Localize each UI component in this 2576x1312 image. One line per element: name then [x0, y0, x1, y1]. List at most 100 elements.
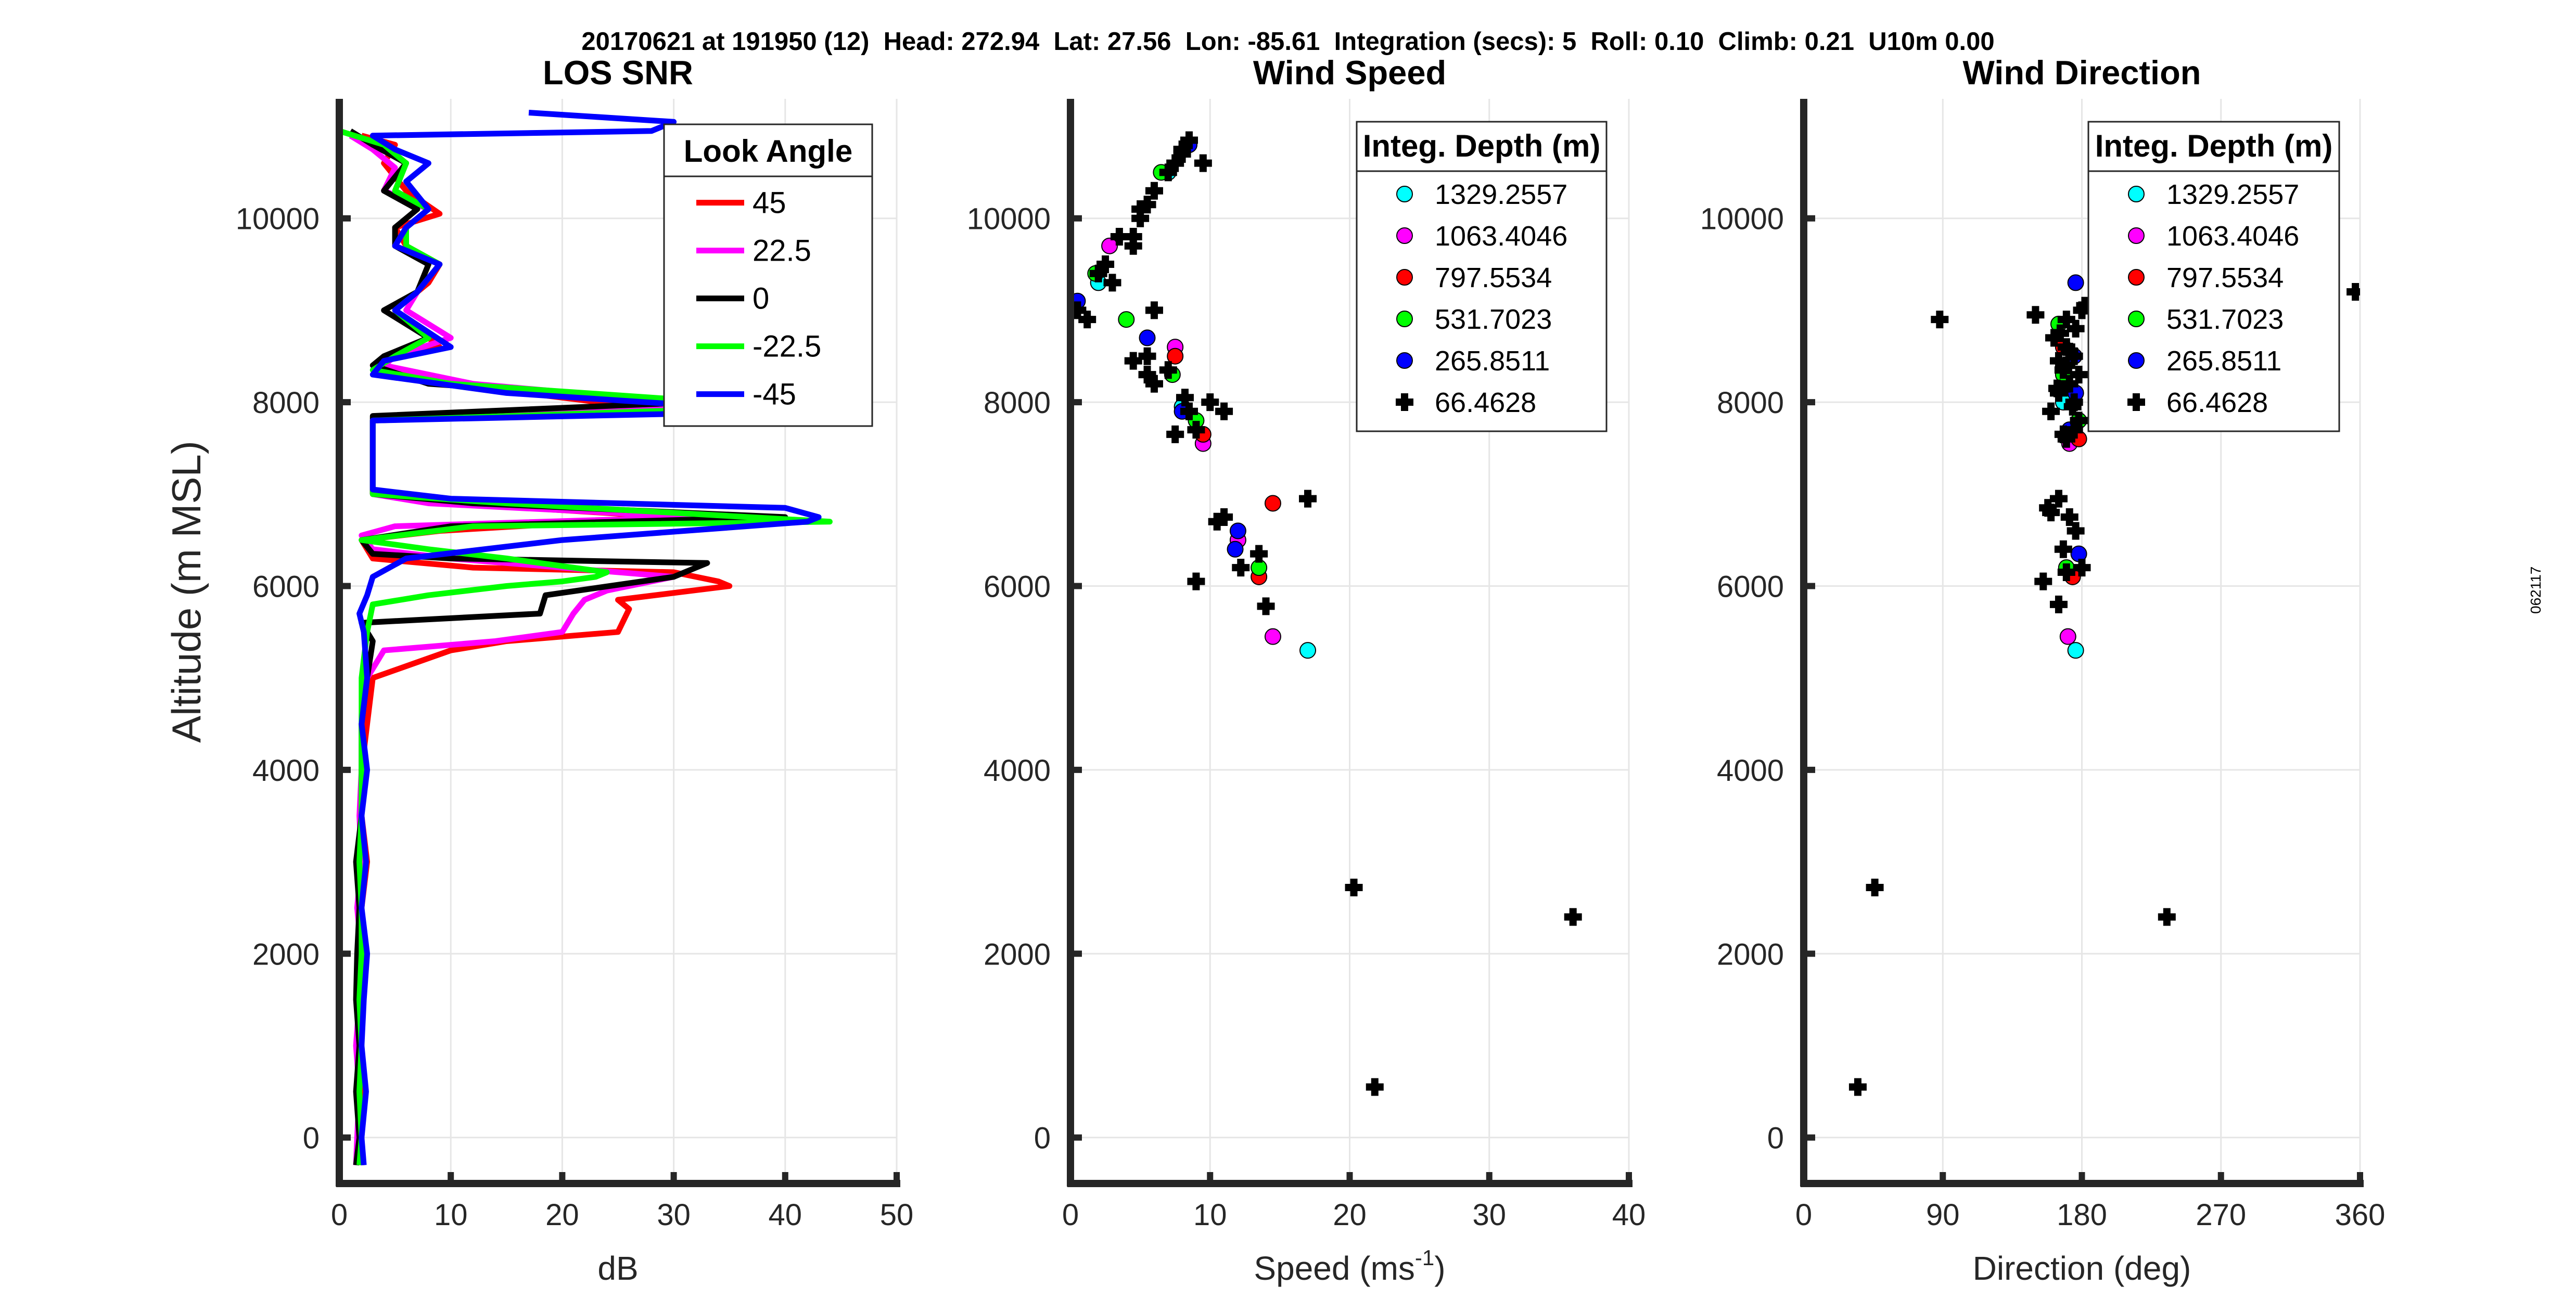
- legend-label: -45: [753, 378, 796, 411]
- data-point-66.4628: [2042, 504, 2060, 522]
- data-point-531.7023: [1118, 311, 1135, 328]
- x-tick-label: 0: [1795, 1198, 1812, 1232]
- legend-entry: -45: [696, 378, 796, 411]
- data-point-1329.2557: [2067, 642, 2084, 659]
- plot-area: [339, 110, 833, 1166]
- legend: Integ. Depth (m) 1329.2557 1063.4046 797.55…: [2087, 121, 2340, 432]
- data-point-265.8511: [1227, 541, 1244, 558]
- y-tick-label: 10000: [236, 202, 320, 236]
- data-point-66.4628: [1345, 879, 1363, 897]
- data-point-66.4628: [1250, 545, 1268, 563]
- x-axis-label: dB: [597, 1250, 638, 1287]
- data-point-66.4628: [2073, 559, 2091, 577]
- legend-label: 797.5534: [1435, 262, 1552, 293]
- x-tick-label: 30: [1472, 1198, 1506, 1232]
- data-point-66.4628: [2070, 411, 2088, 430]
- legend-swatch: [2128, 227, 2145, 244]
- data-point-797.5534: [1264, 495, 1281, 512]
- data-point-66.4628: [1215, 508, 1233, 526]
- x-tick-label: 50: [880, 1198, 914, 1232]
- data-point-66.4628: [2048, 379, 2066, 397]
- legend-label: 0: [753, 282, 769, 316]
- legend-swatch: [1396, 269, 1413, 286]
- panel-2: 0 10 20 30 40 0 2000 4000 6000 8000 10000 Wind Spee…: [967, 54, 1646, 1287]
- data-point-66.4628: [2057, 311, 2075, 329]
- data-point-66.4628: [2158, 908, 2176, 926]
- legend-swatch: [2128, 186, 2145, 202]
- data-point-66.4628: [2049, 490, 2068, 508]
- legend-entry: 1329.2557: [1396, 179, 1567, 210]
- legend-entry: 1329.2557: [2128, 179, 2299, 210]
- data-point-265.8511: [1229, 522, 1246, 539]
- y-axis-label: Altitude (m MSL): [163, 441, 209, 743]
- y-tick-label: 10000: [1700, 202, 1784, 236]
- x-axis-label-superscript: -1: [1415, 1245, 1434, 1270]
- x-tick-label: 30: [657, 1198, 691, 1232]
- legend-label: 66.4628: [2166, 387, 2268, 418]
- x-axis-label: Direction (deg): [1973, 1250, 2191, 1287]
- y-tick-label: 8000: [984, 386, 1051, 420]
- data-point-1063.4046: [1264, 628, 1281, 645]
- data-point-66.4628: [1145, 182, 1163, 200]
- data-point-66.4628: [1931, 311, 1949, 329]
- data-point-265.8511: [1139, 329, 1156, 346]
- legend-swatch: [1396, 393, 1413, 411]
- data-point-66.4628: [1138, 366, 1156, 384]
- legend-entry: 66.4628: [2127, 387, 2268, 418]
- legend-title: Look Angle: [684, 134, 852, 169]
- legend-swatch: [1396, 186, 1413, 202]
- data-point-66.4628: [2049, 595, 2068, 613]
- legend-label: 531.7023: [1435, 304, 1552, 335]
- x-tick-label: 40: [769, 1198, 802, 1232]
- data-point-66.4628: [1564, 908, 1582, 926]
- legend-label: 22.5: [753, 234, 811, 268]
- data-point-1063.4046: [2059, 628, 2076, 645]
- data-point-66.4628: [1194, 154, 1212, 172]
- x-tick-label: 10: [1193, 1198, 1227, 1232]
- x-tick-label: 90: [1926, 1198, 1960, 1232]
- y-tick-label: 0: [303, 1122, 320, 1155]
- legend-entry: 531.7023: [2128, 304, 2284, 335]
- series-line--45: [356, 110, 822, 1166]
- data-point-66.4628: [2063, 397, 2082, 416]
- y-tick-label: 2000: [1717, 937, 1784, 971]
- figure-header-title: 20170621 at 191950 (12) Head: 272.94 Lat…: [581, 28, 1995, 56]
- legend-label: 1063.4046: [2166, 221, 2299, 252]
- data-point-66.4628: [2051, 324, 2069, 342]
- legend-title: Integ. Depth (m): [2095, 128, 2333, 163]
- data-point-66.4628: [2034, 572, 2052, 590]
- y-tick-label: 8000: [252, 386, 320, 420]
- data-point-66.4628: [2054, 540, 2072, 558]
- data-point-265.8511: [2067, 274, 2084, 291]
- panel-title: LOS SNR: [543, 54, 693, 92]
- y-tick-label: 4000: [984, 754, 1051, 788]
- data-point-66.4628: [2070, 366, 2088, 384]
- panel-title: Wind Speed: [1253, 54, 1446, 92]
- data-point-66.4628: [1078, 311, 1096, 329]
- data-point-66.4628: [1159, 361, 1177, 379]
- x-tick-label: 360: [2335, 1198, 2386, 1232]
- legend-entry: 66.4628: [1396, 387, 1536, 418]
- data-point-66.4628: [1124, 352, 1142, 370]
- x-axis-label-end: ): [1434, 1250, 1445, 1287]
- legend-entry: -22.5: [696, 330, 821, 364]
- data-point-66.4628: [1103, 274, 1121, 292]
- plot-area: [1848, 274, 2360, 1096]
- data-point-66.4628: [2067, 522, 2085, 540]
- data-point-66.4628: [2060, 508, 2078, 526]
- legend-entry: 531.7023: [1396, 304, 1552, 335]
- data-point-66.4628: [1866, 879, 1884, 897]
- legend-swatch: [2127, 393, 2145, 411]
- legend-entry: 22.5: [696, 234, 811, 268]
- data-point-66.4628: [1110, 228, 1128, 246]
- legend-entry: 265.8511: [2128, 345, 2281, 377]
- x-tick-label: 40: [1612, 1198, 1646, 1232]
- data-point-66.4628: [2054, 425, 2072, 443]
- legend-entry: 1063.4046: [1396, 221, 1567, 252]
- legend-swatch: [1396, 227, 1413, 244]
- plot-area: [1070, 131, 1582, 1096]
- data-point-66.4628: [2060, 342, 2078, 361]
- data-point-66.4628: [1299, 490, 1317, 508]
